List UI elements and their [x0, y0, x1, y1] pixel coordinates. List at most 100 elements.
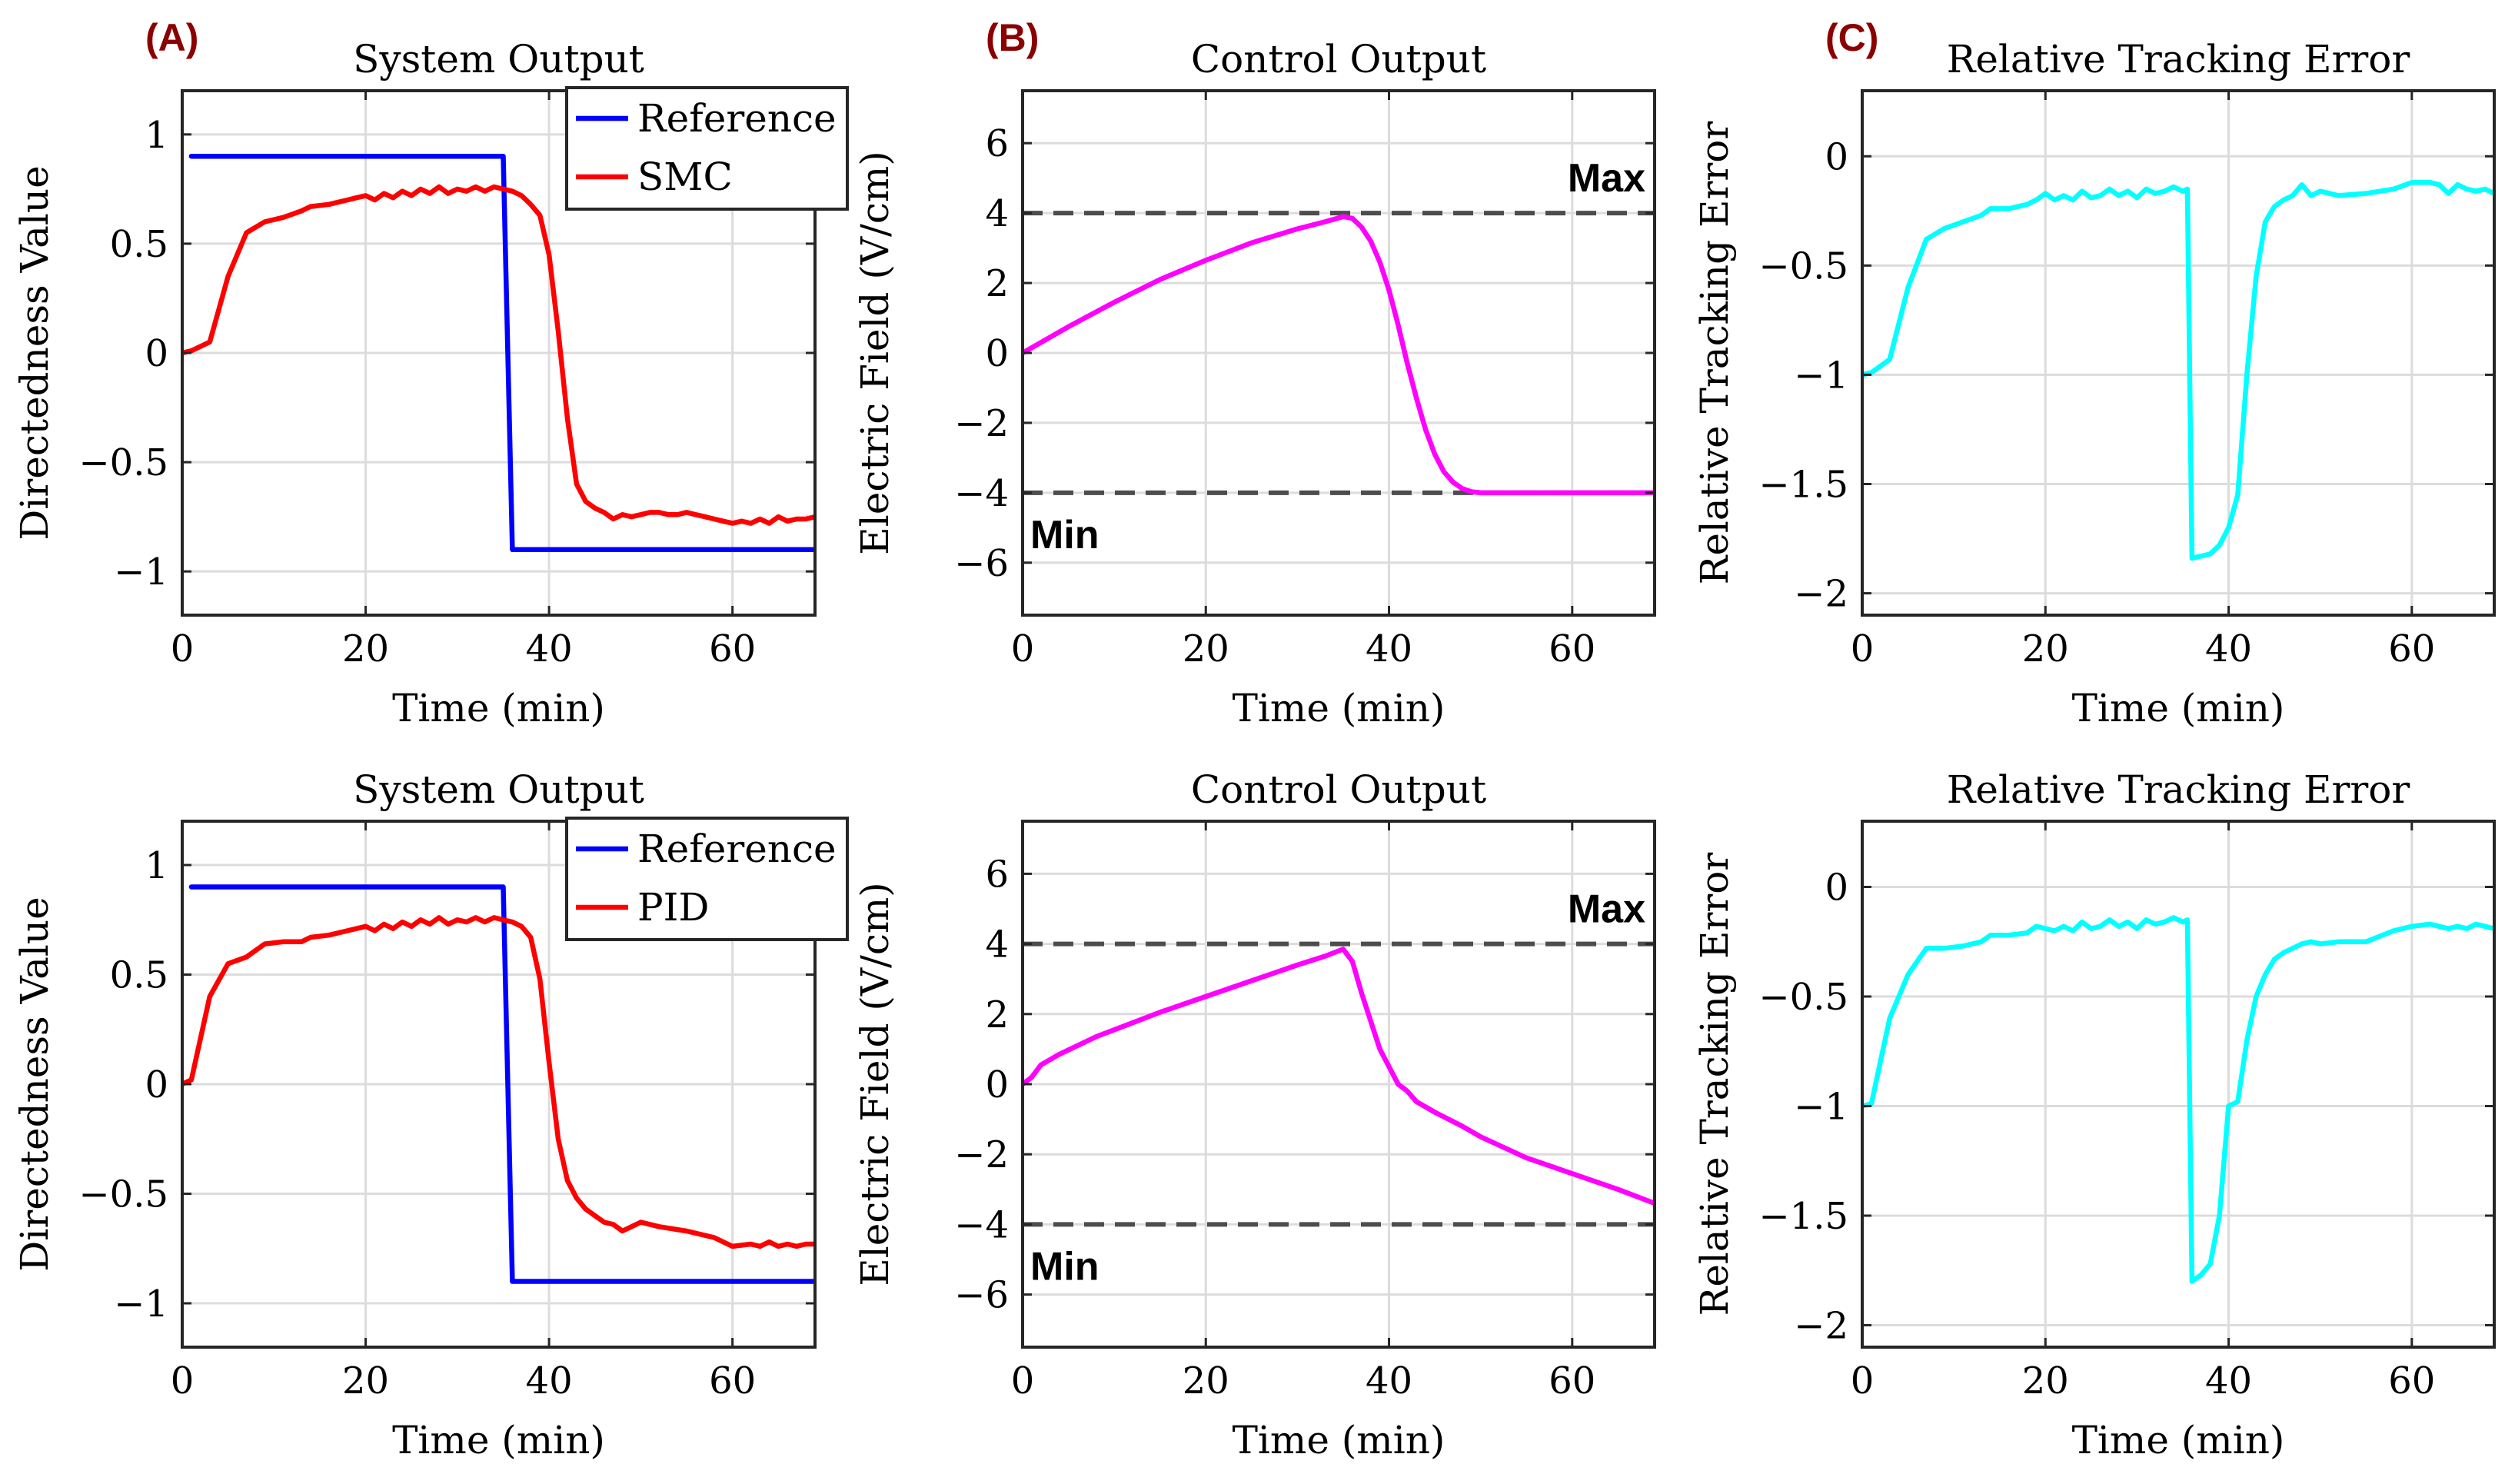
- x-tick-label: 40: [1366, 627, 1412, 670]
- x-tick-label: 20: [1183, 1359, 1229, 1402]
- y-tick-label: −0.5: [1758, 245, 1848, 288]
- y-tick-label: 1: [145, 114, 168, 157]
- chart-title: System Output: [353, 37, 644, 82]
- y-tick-label: −4: [954, 1203, 1009, 1246]
- y-tick-label: 0: [145, 332, 168, 375]
- y-axis-label: Electric Field (V/cm): [853, 882, 897, 1286]
- x-tick-label: 40: [2205, 1359, 2252, 1402]
- y-tick-label: −6: [954, 542, 1009, 585]
- axes-box: [1861, 89, 2496, 617]
- y-tick-label: 4: [985, 923, 1009, 967]
- x-tick-label: 0: [1011, 627, 1035, 670]
- annotation-max: Max: [1568, 887, 1645, 932]
- chart-title: System Output: [353, 767, 644, 812]
- y-axis-label: Directedness Value: [12, 897, 57, 1271]
- y-tick-label: −2: [954, 1133, 1009, 1176]
- series-line-reference: [188, 153, 815, 553]
- plot-area: [1862, 915, 2494, 1284]
- x-tick-label: 0: [171, 1359, 195, 1402]
- y-tick-label: 2: [985, 262, 1009, 305]
- y-tick-label: 0.5: [110, 223, 168, 266]
- x-tick-label: 40: [526, 1359, 573, 1402]
- panel-letter: (C): [1825, 16, 1878, 59]
- y-tick-label: 0: [145, 1063, 168, 1106]
- y-tick-label: 0: [1825, 135, 1848, 178]
- y-tick-label: 4: [985, 192, 1009, 235]
- y-tick-label: 0.5: [110, 954, 168, 997]
- series-line-error: [1862, 180, 2494, 561]
- x-tick-label: 20: [342, 1359, 389, 1402]
- x-tick-label: 20: [1183, 627, 1229, 670]
- chart-B-bottom: Max Min 0 20 40 60 −6 −4 −2 0 2 4 6 Control Output Tim…: [853, 767, 1656, 1462]
- x-tick-label: 20: [342, 627, 389, 670]
- y-tick-label: 6: [985, 853, 1009, 896]
- y-tick-label: 2: [985, 993, 1009, 1036]
- panel-letter: (A): [145, 16, 198, 59]
- legend-box: [565, 86, 849, 211]
- series-line-smc: [182, 184, 815, 526]
- chart-A-bottom: 0 20 40 60 −1 −0.5 0 0.5 1 System Output Time (min…: [12, 767, 849, 1462]
- x-tick-label: 0: [1851, 627, 1875, 670]
- chart-B-top: Max Min 0 20 40 60 −6 −4 −2 0 2 4 6 Control Output Tim…: [853, 16, 1656, 730]
- series-line-control: [1023, 214, 1655, 496]
- y-tick-label: 0: [985, 332, 1009, 375]
- y-tick-label: −1: [1794, 354, 1848, 397]
- legend-entry-reference: Reference: [637, 827, 837, 871]
- annotation-max: Max: [1568, 156, 1645, 201]
- plot-area: [1023, 941, 1655, 1227]
- y-tick-label: −6: [954, 1274, 1009, 1317]
- panel-letter: (B): [986, 16, 1039, 59]
- y-tick-label: −2: [1794, 573, 1848, 616]
- x-axis-label: Time (min): [1233, 686, 1445, 730]
- y-tick-label: −1: [1794, 1086, 1848, 1129]
- x-tick-label: 60: [1549, 627, 1595, 670]
- y-axis-label: Electric Field (V/cm): [853, 151, 897, 555]
- x-tick-label: 60: [709, 1359, 756, 1402]
- plot-area: [1862, 180, 2494, 561]
- x-tick-label: 60: [709, 627, 756, 670]
- y-tick-label: 1: [145, 844, 168, 887]
- plot-area: [182, 153, 815, 553]
- y-tick-label: 0: [1825, 867, 1848, 910]
- x-tick-label: 60: [1549, 1359, 1595, 1402]
- y-tick-label: −4: [954, 472, 1009, 515]
- x-tick-label: 60: [2388, 627, 2435, 670]
- x-tick-label: 40: [2205, 627, 2252, 670]
- chart-title: Control Output: [1191, 37, 1486, 82]
- y-tick-label: −0.5: [78, 441, 168, 484]
- x-tick-label: 40: [526, 627, 573, 670]
- axes-box: [1861, 820, 2496, 1349]
- y-tick-label: 6: [985, 122, 1009, 165]
- x-axis-label: Time (min): [392, 686, 605, 730]
- y-axis-label: Relative Tracking Error: [1692, 121, 1737, 585]
- x-tick-label: 60: [2388, 1359, 2435, 1402]
- legend: Reference SMC: [565, 86, 849, 211]
- series-line-control: [1023, 947, 1655, 1206]
- x-tick-label: 0: [171, 627, 195, 670]
- y-tick-label: 0: [985, 1063, 1009, 1106]
- y-axis-label: Relative Tracking Error: [1692, 853, 1737, 1316]
- x-axis-label: Time (min): [2072, 686, 2285, 730]
- series-line-error: [1862, 915, 2494, 1284]
- x-tick-label: 0: [1851, 1359, 1875, 1402]
- y-tick-label: −0.5: [78, 1173, 168, 1216]
- y-tick-label: −1.5: [1758, 1195, 1848, 1238]
- y-tick-label: −0.5: [1758, 976, 1848, 1019]
- legend-entry-reference: Reference: [637, 96, 837, 141]
- series-line-pid: [182, 915, 815, 1249]
- chart-title: Relative Tracking Error: [1947, 37, 2410, 82]
- chart-C-bottom: 0 20 40 60 −2 −1.5 −1 −0.5 0 Relative Tracking Er…: [1692, 767, 2496, 1462]
- annotation-min: Min: [1030, 513, 1099, 557]
- y-tick-label: −2: [1794, 1305, 1848, 1348]
- y-axis-label: Directedness Value: [12, 165, 57, 540]
- y-tick-label: −1: [114, 1283, 168, 1326]
- x-tick-label: 40: [1366, 1359, 1412, 1402]
- chart-title: Relative Tracking Error: [1947, 767, 2410, 812]
- y-tick-label: −1.5: [1758, 464, 1848, 507]
- plot-area: [182, 884, 815, 1284]
- chart-title: Control Output: [1191, 767, 1486, 812]
- annotation-min: Min: [1030, 1244, 1099, 1289]
- x-axis-label: Time (min): [1233, 1418, 1445, 1462]
- legend-entry-pid: PID: [637, 885, 709, 930]
